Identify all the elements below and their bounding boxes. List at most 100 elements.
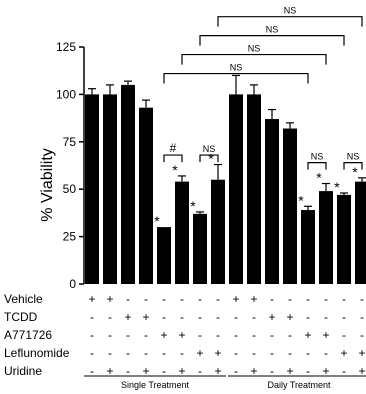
condition-mark: -	[162, 364, 166, 378]
condition-mark: -	[306, 310, 310, 324]
bar	[337, 194, 351, 284]
bars	[85, 84, 366, 285]
condition-mark: -	[216, 292, 220, 306]
condition-mark: -	[108, 310, 112, 324]
comparison-label: NS	[311, 152, 324, 162]
bar	[265, 119, 279, 284]
condition-mark: +	[322, 364, 329, 378]
condition-mark: -	[360, 328, 364, 342]
condition-row-label: Uridine	[4, 364, 42, 378]
condition-mark: -	[216, 310, 220, 324]
y-tick-label: 50	[63, 182, 77, 196]
condition-mark: +	[88, 292, 95, 306]
comparison-bracket	[307, 162, 327, 170]
comparison-bracket	[163, 154, 183, 163]
condition-mark: -	[270, 292, 274, 306]
condition-mark: +	[124, 310, 131, 324]
bar	[139, 107, 153, 284]
condition-mark: -	[126, 292, 130, 306]
condition-mark: +	[196, 346, 203, 360]
comparison-label: NS	[266, 25, 279, 35]
condition-mark: -	[342, 310, 346, 324]
condition-mark: -	[252, 310, 256, 324]
condition-mark: -	[270, 328, 274, 342]
condition-mark: -	[288, 292, 292, 306]
condition-mark: -	[306, 364, 310, 378]
bar	[355, 181, 366, 284]
condition-mark: +	[340, 346, 347, 360]
condition-mark: -	[90, 328, 94, 342]
condition-mark: -	[288, 328, 292, 342]
bar	[247, 94, 261, 285]
condition-mark: +	[250, 364, 257, 378]
condition-mark: -	[252, 346, 256, 360]
condition-mark: +	[142, 364, 149, 378]
condition-mark: +	[160, 328, 167, 342]
condition-mark: -	[234, 328, 238, 342]
significance-star: *	[316, 170, 322, 186]
bar	[103, 94, 117, 285]
group-label: Single Treatment	[121, 380, 190, 390]
condition-mark: -	[324, 310, 328, 324]
condition-mark: -	[234, 364, 238, 378]
condition-mark: -	[180, 346, 184, 360]
comparison-brackets: # NS NS NS NS NS NS NS	[163, 6, 363, 170]
condition-row-label: Leflunomide	[4, 346, 70, 360]
condition-table: Vehicle + + - - - - - - + + - - - - - -TCDD - - + + - - - - - - + + -…	[4, 292, 366, 378]
significance-star: *	[352, 164, 358, 180]
y-tick-label: 75	[63, 135, 77, 149]
bar	[85, 94, 99, 285]
condition-mark: -	[198, 328, 202, 342]
condition-mark: +	[304, 328, 311, 342]
treatment-groups: Single Treatment Daily Treatment	[84, 375, 366, 390]
condition-mark: -	[198, 364, 202, 378]
comparison-bracket	[217, 16, 363, 27]
condition-mark: +	[322, 328, 329, 342]
condition-row-label: TCDD	[4, 310, 38, 324]
comparison-label: NS	[347, 152, 360, 162]
bar	[211, 179, 225, 284]
comparison-label: NS	[230, 63, 243, 73]
bar	[193, 213, 207, 284]
bar	[121, 84, 135, 284]
condition-mark: -	[126, 346, 130, 360]
condition-mark: +	[142, 310, 149, 324]
comparison-label: #	[170, 141, 177, 155]
condition-mark: -	[306, 292, 310, 306]
comparison-bracket	[199, 35, 345, 46]
condition-mark: -	[90, 364, 94, 378]
condition-mark: -	[342, 292, 346, 306]
condition-mark: -	[144, 346, 148, 360]
bar	[319, 191, 333, 284]
comparison-label: NS	[284, 6, 297, 16]
condition-mark: -	[90, 310, 94, 324]
significance-star: *	[154, 213, 160, 229]
condition-mark: +	[286, 364, 293, 378]
condition-mark: -	[180, 310, 184, 324]
condition-mark: -	[162, 292, 166, 306]
group-label: Daily Treatment	[267, 380, 331, 390]
condition-mark: +	[214, 346, 221, 360]
comparison-bracket	[181, 53, 327, 65]
condition-mark: -	[144, 292, 148, 306]
condition-mark: -	[162, 346, 166, 360]
significance-star: *	[190, 198, 196, 214]
comparison-label: NS	[203, 144, 216, 154]
condition-mark: -	[162, 310, 166, 324]
condition-mark: -	[360, 310, 364, 324]
condition-row-label: A771726	[4, 328, 52, 342]
error-bars	[88, 74, 366, 214]
condition-row-label: Vehicle	[4, 292, 43, 306]
condition-mark: -	[324, 346, 328, 360]
condition-mark: -	[108, 328, 112, 342]
condition-mark: +	[268, 310, 275, 324]
condition-mark: -	[270, 364, 274, 378]
condition-mark: -	[126, 364, 130, 378]
condition-mark: -	[90, 346, 94, 360]
comparison-bracket	[163, 72, 309, 84]
bar	[229, 94, 243, 285]
condition-mark: +	[178, 328, 185, 342]
condition-mark: -	[342, 328, 346, 342]
condition-mark: -	[144, 328, 148, 342]
condition-mark: -	[126, 328, 130, 342]
